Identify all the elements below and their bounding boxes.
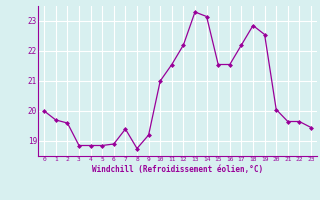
X-axis label: Windchill (Refroidissement éolien,°C): Windchill (Refroidissement éolien,°C): [92, 165, 263, 174]
